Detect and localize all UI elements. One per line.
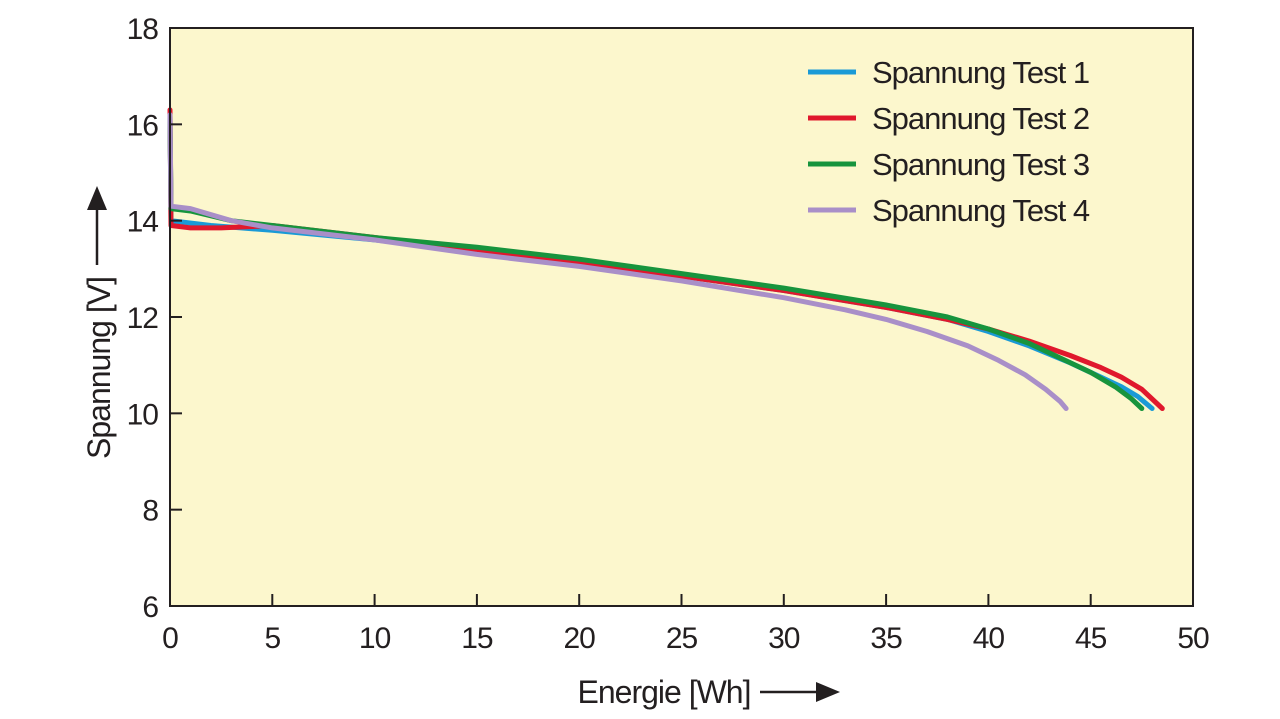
y-tick-label: 6 (142, 591, 158, 624)
y-tick-label: 10 (127, 398, 159, 431)
y-tick-label: 14 (127, 206, 159, 239)
x-tick-label: 10 (359, 622, 391, 655)
y-tick-label: 8 (142, 495, 158, 528)
series-line-test-4 (167, 112, 1069, 411)
x-tick-label: 0 (162, 622, 178, 655)
axis-layer: 0 5 10 15 20 25 30 35 40 45 50 6 8 10 12 14 16 18 (127, 13, 1210, 655)
x-tick-label: 45 (1075, 622, 1107, 655)
x-tick-label: 15 (461, 622, 493, 655)
x-tick-label: 5 (264, 622, 280, 655)
legend-label-test-4: Spannung Test 4 (872, 193, 1090, 228)
series-layer (167, 107, 1165, 411)
x-tick-label: 40 (973, 622, 1005, 655)
x-tick-label: 30 (768, 622, 800, 655)
x-tick-label: 50 (1177, 622, 1209, 655)
legend-label-test-1: Spannung Test 1 (872, 55, 1089, 90)
x-axis-label: Energie [Wh] (578, 674, 751, 710)
x-axis-arrow-head (816, 682, 840, 702)
legend-label-test-3: Spannung Test 3 (872, 147, 1089, 182)
axis-arrows (87, 186, 840, 702)
legend-label-test-2: Spannung Test 2 (872, 101, 1089, 136)
y-tick-label: 12 (127, 302, 159, 335)
x-tick-label: 35 (870, 622, 902, 655)
y-tick-label: 16 (127, 109, 159, 142)
x-tick-label: 20 (564, 622, 596, 655)
legend: Spannung Test 1 Spannung Test 2 Spannung T… (808, 55, 1091, 228)
y-axis-arrow-head (87, 186, 107, 210)
y-axis-label: Spannung [V] (81, 277, 117, 459)
x-tick-label: 25 (666, 622, 698, 655)
y-tick-label: 18 (127, 13, 159, 46)
plot-background (170, 28, 1193, 606)
